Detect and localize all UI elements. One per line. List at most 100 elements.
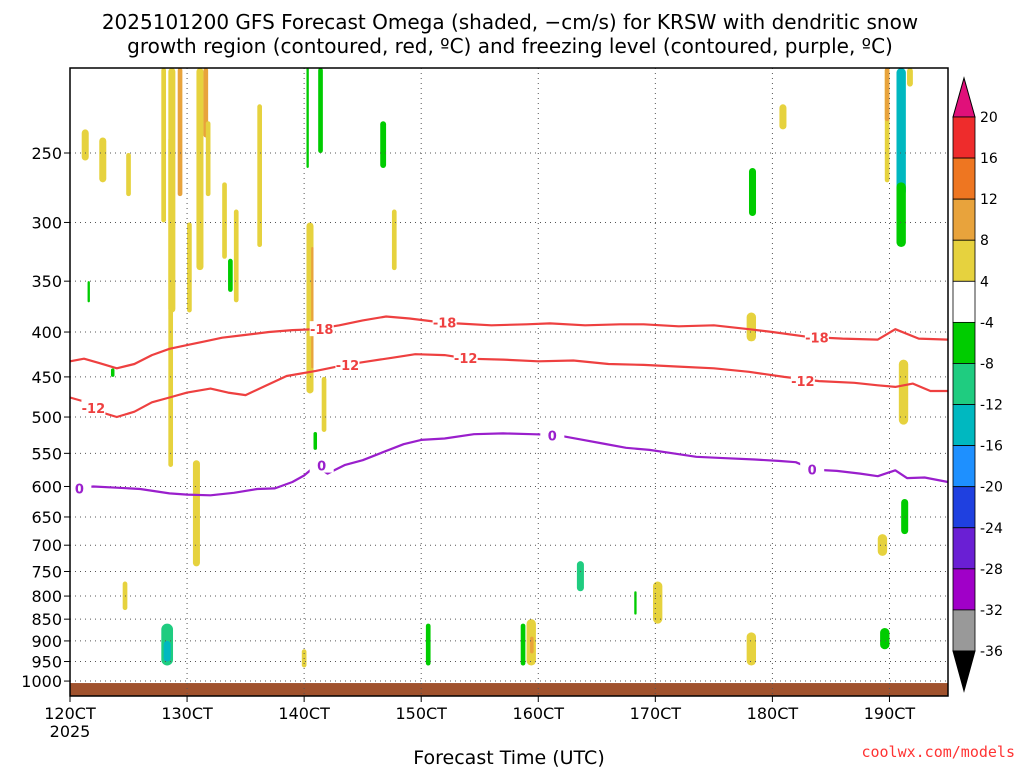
omega-cell: [880, 628, 890, 650]
contour-label: 0: [75, 482, 84, 497]
colorbar-tick-label: -24: [980, 521, 1003, 537]
x-axis-label: Forecast Time (UTC): [413, 747, 604, 768]
omega-cell: [203, 68, 209, 138]
colorbar-tick-label: -4: [980, 315, 994, 331]
contour-label: 0: [548, 430, 557, 445]
omega-cell: [576, 561, 584, 592]
omega-cell: [87, 281, 90, 303]
contour-label: -18: [805, 332, 829, 347]
omega-cell: [318, 68, 323, 153]
contour-label-bg: [81, 399, 106, 415]
colorbar-tick-label: -12: [980, 398, 1003, 414]
colorbar-segment: [952, 445, 976, 488]
colorbar: 20 16 12 8 4 -4 -8 -12 -16 -20 -24 -28 -32 -36: [952, 76, 1003, 693]
x-tick-label: 160CT: [513, 704, 565, 723]
colorbar-segment: [952, 280, 976, 323]
contour-label-bg: [67, 480, 92, 496]
omega-cell: [634, 591, 637, 615]
chart-title: 2025101200 GFS Forecast Omega (shaded, −…: [102, 10, 918, 58]
y-tick-label: 850: [31, 610, 62, 629]
contour-line-m12: [69, 353, 948, 419]
contour-label-bg: [540, 427, 565, 443]
colorbar-tick-label: -8: [980, 356, 994, 372]
omega-cell: [313, 431, 318, 450]
y-tick-label: 800: [31, 587, 62, 606]
omega-cell: [391, 209, 397, 271]
omega-cell: [196, 68, 204, 271]
colorbar-bottom-arrow: [952, 650, 976, 693]
axes: 250 300 350 400 450 500 550 600 650 700 750 800 850 9…: [21, 67, 949, 741]
contour-label: -18: [433, 316, 457, 331]
contour-label: -12: [336, 359, 360, 374]
omega-cell: [233, 209, 239, 303]
contour-label: -18: [310, 323, 334, 338]
y-tick-label: 550: [31, 444, 62, 463]
y-tick-label: 450: [31, 368, 62, 387]
omega-cell: [161, 68, 166, 223]
omega-cell: [110, 368, 115, 377]
omega-cell: [896, 182, 906, 248]
y-tick-label: 1000: [21, 672, 62, 691]
omega-cell: [884, 68, 890, 122]
omega-cell: [748, 167, 757, 217]
omega-cell: [257, 104, 262, 248]
colorbar-segment: [952, 486, 976, 529]
omega-cell: [530, 636, 534, 654]
omega-cell: [898, 359, 909, 425]
omega-cell: [380, 121, 387, 168]
omega-cell: [81, 129, 89, 161]
y-tick-label: 750: [31, 562, 62, 581]
y-tick-label: 900: [31, 632, 62, 651]
colorbar-segment: [952, 116, 976, 159]
colorbar-segment: [952, 157, 976, 200]
omega-cell: [652, 581, 663, 624]
credit-link[interactable]: coolwx.com/models: [861, 743, 1015, 761]
colorbar-tick-label: -16: [980, 439, 1003, 455]
omega-cell: [163, 640, 171, 662]
contour-line-m18: [69, 315, 949, 370]
omega-cell: [99, 137, 107, 183]
y-tick-label: 600: [31, 477, 62, 496]
omega-cell: [779, 104, 787, 130]
omega-cell: [228, 258, 233, 292]
omega-cell: [520, 623, 526, 666]
omega-cell: [177, 68, 183, 197]
omega-cell: [896, 68, 906, 197]
omega-cell: [321, 376, 327, 432]
plot-frame: [69, 67, 949, 697]
chart-title-line-2: growth region (contoured, red, ºC) and f…: [127, 34, 893, 58]
colorbar-top-arrow: [952, 76, 976, 118]
contour-label-bg: [800, 461, 825, 477]
omega-cell: [746, 632, 757, 666]
contour-label-bg: [335, 356, 360, 372]
omega-cell: [907, 68, 913, 87]
colorbar-segment: [952, 363, 976, 405]
contour-label-bg: [790, 373, 815, 389]
contour-label: 0: [317, 460, 326, 475]
x-year-label: 2025: [50, 722, 91, 741]
y-tick-label: 700: [31, 536, 62, 555]
y-tick-label: 500: [31, 408, 62, 427]
colorbar-tick-label: 8: [980, 233, 989, 249]
contour-label: -12: [82, 402, 106, 417]
contour-label-bg: [309, 457, 334, 473]
colorbar-tick-label: 4: [980, 274, 989, 290]
omega-cell: [306, 68, 309, 168]
omega-cell: [126, 152, 131, 197]
x-tick-label: 120CT: [44, 704, 96, 723]
colorbar-segment: [952, 198, 976, 241]
colorbar-segment: [952, 404, 976, 447]
contour-label-bg: [432, 314, 457, 330]
colorbar-segment: [952, 568, 976, 611]
colorbar-tick-label: 16: [980, 151, 998, 167]
omega-cell: [222, 182, 227, 259]
omega-cell: [311, 247, 314, 369]
colorbar-tick-label: -36: [980, 644, 1003, 660]
y-tick-label: 350: [31, 272, 62, 291]
y-tick-label: 400: [31, 323, 62, 342]
omega-cell: [168, 137, 174, 467]
x-tick-label: 150CT: [395, 704, 447, 723]
omega-cell: [901, 498, 909, 535]
x-tick-label: 140CT: [278, 704, 330, 723]
